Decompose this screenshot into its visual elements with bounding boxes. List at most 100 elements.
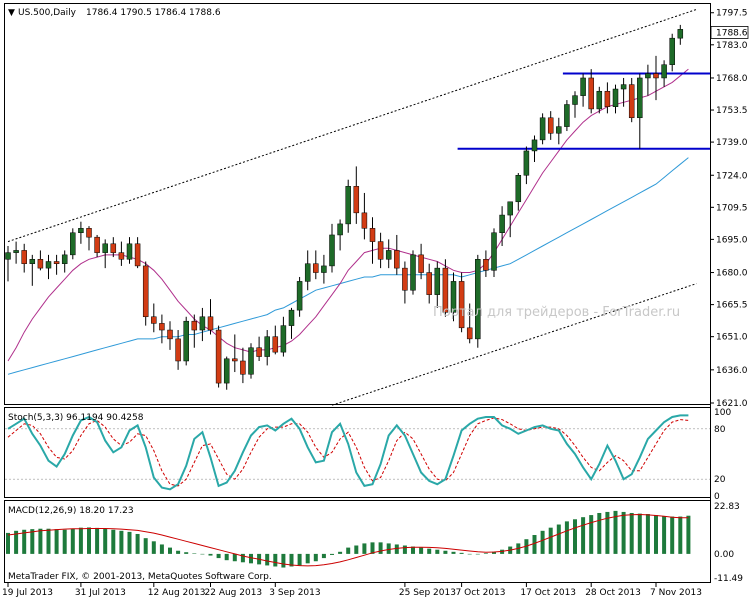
macd-bar <box>232 553 237 562</box>
macd-bar <box>686 515 691 554</box>
candle <box>507 201 513 238</box>
macd-bar <box>654 515 658 554</box>
date-tick-label: 31 Jul 2013 <box>75 588 126 598</box>
candle <box>677 24 684 45</box>
candle-body <box>466 327 473 340</box>
macd-bar <box>338 551 343 554</box>
macd-bar <box>103 528 108 554</box>
candle <box>183 316 189 366</box>
candle-body <box>337 223 343 236</box>
chart-symbol-label: US.500,Daily <box>18 8 77 18</box>
candle-body <box>118 252 125 260</box>
candle-body <box>345 186 351 225</box>
candle <box>337 219 343 251</box>
macd-bar <box>38 528 43 554</box>
candle <box>547 111 554 140</box>
candle <box>361 192 368 240</box>
date-tick-label: 28 Oct 2013 <box>585 588 641 598</box>
candle-body <box>620 84 627 90</box>
candle <box>442 259 449 317</box>
candle <box>628 77 635 123</box>
stoch-tick-label: 20 <box>714 475 726 485</box>
candle <box>159 314 165 344</box>
candle-body <box>288 309 295 326</box>
macd-bar <box>378 542 383 554</box>
price-tick-label: 1768.0 <box>716 74 748 84</box>
candle <box>232 334 238 373</box>
ma-slow-line <box>7 157 689 375</box>
candle-body <box>361 212 368 229</box>
macd-bar <box>176 550 181 554</box>
macd-bar <box>54 529 59 554</box>
price-tick-label: 1695.0 <box>716 235 748 245</box>
candle-body <box>402 267 408 291</box>
candle-body <box>215 329 222 384</box>
candle <box>151 303 157 333</box>
candle-body <box>159 323 165 331</box>
candle <box>94 234 100 258</box>
macd-bar <box>289 553 294 567</box>
macd-bar <box>297 553 302 566</box>
macd-bar <box>492 551 496 554</box>
macd-bar <box>30 529 35 554</box>
candle-body <box>151 316 157 324</box>
candle <box>45 254 52 280</box>
macd-bar <box>305 553 310 564</box>
candle-body <box>612 88 619 107</box>
candle <box>53 254 60 275</box>
candle <box>272 325 279 355</box>
candle-body <box>588 77 594 110</box>
candle-body <box>580 77 586 96</box>
macd-bar <box>443 550 448 554</box>
candle <box>175 330 181 370</box>
macd-tick-label: 0.00 <box>714 550 734 560</box>
candle-body <box>661 64 667 79</box>
macd-bar <box>168 547 172 554</box>
candle-body <box>523 150 530 176</box>
candle <box>645 64 651 96</box>
price-tick-label: 1783.0 <box>716 41 748 51</box>
macd-bar <box>70 528 75 554</box>
macd-bar <box>95 527 100 554</box>
candle-body <box>264 336 270 357</box>
candle <box>215 325 222 388</box>
candle <box>191 314 198 348</box>
macd-bar <box>224 553 229 561</box>
candle <box>499 206 505 247</box>
price-tick-label: 1753.5 <box>716 106 748 116</box>
candle-body <box>183 320 189 362</box>
candle <box>126 237 133 264</box>
candle-body <box>385 250 392 260</box>
candle-body <box>329 234 335 267</box>
macd-bar <box>670 516 675 554</box>
price-tick-label: 1680.0 <box>716 269 748 279</box>
candle-body <box>377 241 384 260</box>
macd-bar <box>394 544 399 554</box>
macd-bar <box>386 543 391 554</box>
channel-upper-line <box>7 8 697 243</box>
candle-body <box>604 90 611 107</box>
candle <box>142 261 149 326</box>
macd-bar <box>184 552 189 554</box>
candle <box>475 254 481 348</box>
stoch-tick-label: 0 <box>714 492 720 502</box>
menu-arrow-icon[interactable]: ▼ <box>8 8 15 18</box>
candle-body <box>167 329 173 340</box>
candle <box>70 228 76 260</box>
macd-bar <box>321 553 326 559</box>
candle-body <box>637 77 643 119</box>
candle-body <box>669 37 675 65</box>
macd-bar <box>581 517 586 554</box>
candle <box>620 77 627 107</box>
macd-bar <box>629 512 634 554</box>
candle-body <box>442 267 449 313</box>
candle <box>661 60 667 87</box>
main-price-panel <box>5 8 710 406</box>
candle <box>102 239 108 269</box>
candle-body <box>596 90 603 110</box>
candle <box>86 226 92 251</box>
candle <box>604 82 611 114</box>
macd-bar <box>605 511 610 554</box>
candle <box>450 272 457 322</box>
